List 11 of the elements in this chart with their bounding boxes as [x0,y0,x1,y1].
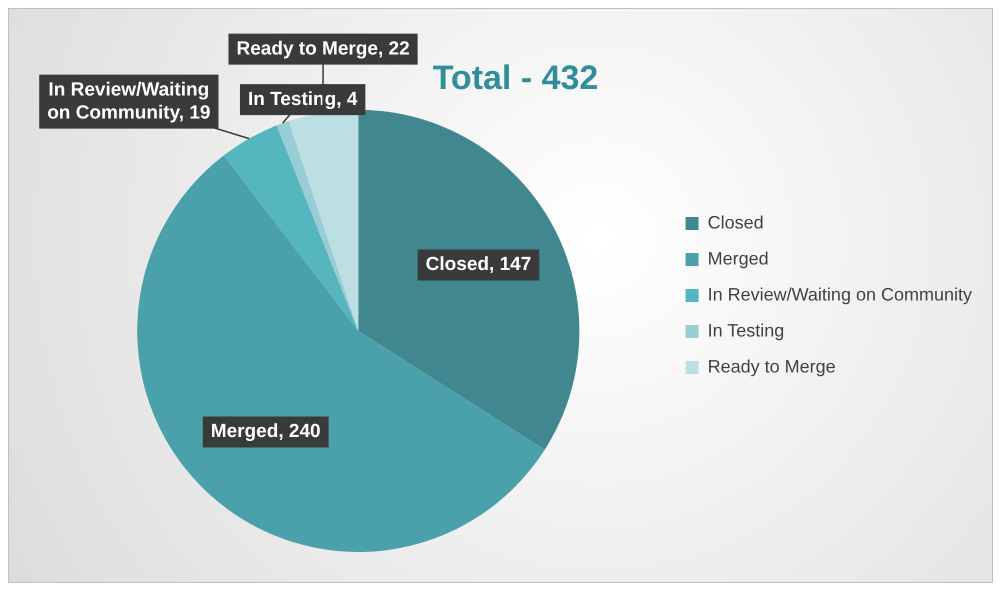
legend-label: In Review/Waiting on Community [708,284,972,304]
data-label: Merged, 240 [210,421,321,442]
legend-label: In Testing [708,320,784,340]
data-label: Ready to Merge, 22 [236,38,410,60]
text: Total - 432 [432,58,598,97]
data-label: In Review/Waiting on Community, 19 [47,79,210,124]
data-label: Closed, 147 [426,254,532,276]
legend-label: Closed [708,212,764,232]
legend-label: Merged [708,248,769,268]
legend-label: Ready to Merge [708,356,836,376]
data-label: In Testing, 4 [248,88,358,110]
